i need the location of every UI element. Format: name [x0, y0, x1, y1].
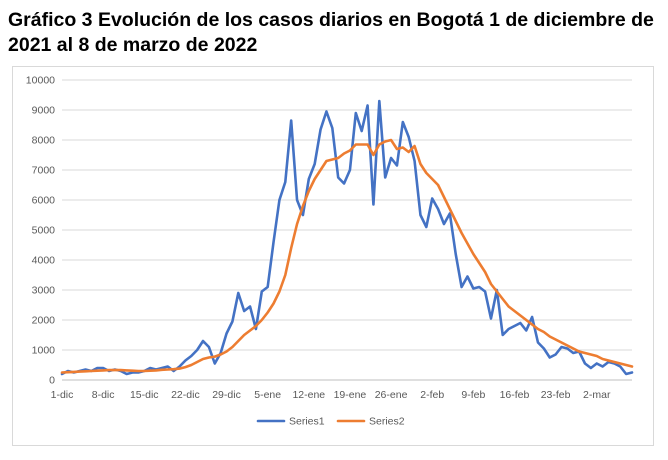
- x-tick-label: 8-dic: [92, 389, 115, 401]
- x-tick-label: 29-dic: [212, 389, 241, 401]
- gridlines: [62, 79, 632, 381]
- x-tick-label: 22-dic: [171, 389, 200, 401]
- legend: Series1 Series2: [256, 416, 405, 428]
- legend-label-1: Series1: [289, 416, 325, 428]
- x-tick-label: 2-feb: [420, 389, 444, 401]
- x-tick-label: 2-mar: [583, 389, 611, 401]
- series-line-2: [60, 138, 634, 374]
- chart-title: Gráfico 3 Evolución de los casos diarios…: [8, 9, 654, 56]
- x-tick-label: 15-dic: [130, 389, 159, 401]
- y-axis-ticks: 0 1000 2000 3000 4000 5000 6000 7000 8000 9000 100…: [26, 75, 55, 387]
- y-tick-label: 0: [49, 375, 55, 387]
- x-tick-label: 12-ene: [292, 389, 325, 401]
- y-tick-label: 7000: [32, 165, 56, 177]
- y-tick-label: 9000: [32, 105, 56, 117]
- legend-label-2: Series2: [369, 416, 405, 428]
- y-tick-label: 8000: [32, 135, 56, 147]
- y-tick-label: 1000: [32, 345, 56, 357]
- x-tick-label: 9-feb: [461, 389, 485, 401]
- x-tick-label: 19-ene: [334, 389, 367, 401]
- x-tick-label: 23-feb: [541, 389, 571, 401]
- x-tick-label: 1-dic: [51, 389, 74, 401]
- y-tick-label: 4000: [32, 255, 56, 267]
- x-tick-label: 16-feb: [500, 389, 530, 401]
- series-lines: [60, 99, 634, 376]
- x-axis-ticks: 1-dic 8-dic 15-dic 22-dic 29-dic 5-ene 12-ene 1…: [51, 389, 611, 401]
- x-tick-label: 26-ene: [375, 389, 408, 401]
- x-tick-label: 5-ene: [254, 389, 281, 401]
- y-tick-label: 2000: [32, 315, 56, 327]
- y-tick-label: 10000: [26, 75, 55, 87]
- y-tick-label: 6000: [32, 195, 56, 207]
- y-tick-label: 5000: [32, 225, 56, 237]
- y-tick-label: 3000: [32, 285, 56, 297]
